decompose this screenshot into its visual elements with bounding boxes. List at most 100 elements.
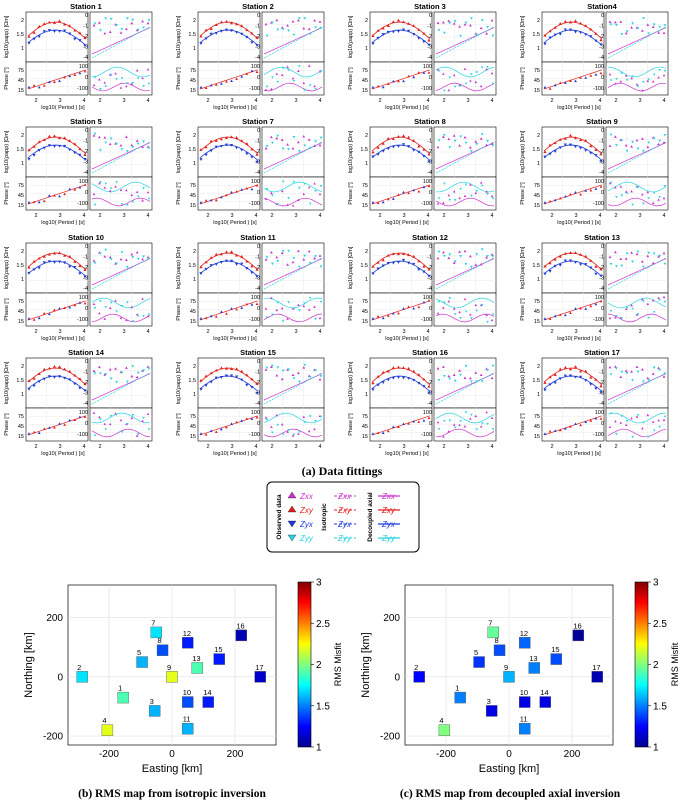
phase-point [417, 71, 421, 74]
caption-b: (b) RMS map from isotropic inversion [78, 788, 266, 800]
x-tick-label: 4 [598, 98, 601, 104]
rho-tick-label: 1 [537, 46, 540, 52]
zxy-rho-point [381, 26, 385, 30]
zxy-rho-fit [199, 252, 259, 271]
legend-label: Zxy [337, 506, 352, 515]
phase-diag-tick-label: 0 [85, 421, 88, 427]
zxx-phase-point [275, 413, 279, 417]
zyy-rho-point [453, 260, 457, 263]
phase-point [553, 314, 557, 318]
rho-tick-label: 2 [537, 249, 540, 255]
station-marker [591, 671, 603, 683]
phase-point [209, 429, 213, 433]
zxy-rho-point [68, 369, 72, 373]
phase-tick-label: 75 [18, 68, 24, 74]
zxx-rho-point [474, 263, 478, 266]
rho-diag-tick-label: -2 [599, 34, 604, 40]
phase-point [214, 198, 218, 202]
zyx-rho-point [209, 380, 213, 384]
zxx-rho-point [463, 376, 467, 380]
zxx-rho-point [608, 365, 612, 369]
zyy-rho-fit [607, 141, 667, 174]
zyy-phase-point [115, 78, 118, 81]
phase-point [558, 428, 562, 432]
x-axis-label: log10( Period ) [s] [385, 220, 429, 226]
phase-point [412, 75, 416, 79]
zyy-phase-point [642, 202, 645, 205]
zyx-rho-point [229, 144, 234, 147]
zyy-rho-point [281, 28, 285, 31]
rho-diag-tick-label: -1 [255, 139, 260, 145]
colorbar [634, 581, 649, 748]
zxx-phase-point [447, 430, 451, 433]
x-tick-label: 3 [58, 98, 61, 104]
zyx-rho-point [584, 149, 588, 153]
phase-tick-label: 75 [534, 414, 540, 420]
zxy-rho-point [68, 139, 72, 142]
zxx-phase-point [447, 193, 451, 197]
phase-tick-label: 75 [18, 299, 24, 305]
map-x-tick-label: 200 [227, 749, 244, 760]
zxx-rho-point [92, 23, 96, 27]
zxx-phase-point [614, 420, 617, 423]
zxx-rho-point [490, 253, 494, 256]
x-tick-label: 4 [318, 444, 321, 450]
x-tick-label: 2 [614, 444, 617, 450]
zyy-phase-point [292, 307, 296, 311]
phase-tick-label: 75 [18, 183, 24, 189]
station-label: 11 [520, 715, 528, 724]
zyy-rho-point [609, 373, 613, 376]
phase-axis-label: Phase [°] [520, 413, 526, 436]
rho-tick-label: 1.5 [188, 378, 196, 384]
zxy-rho-point [83, 153, 87, 156]
rho-axis-label: log10(ρapp) [Ωm] [4, 130, 10, 173]
zyy-rho-point [142, 26, 145, 30]
zyx-rho-point [250, 41, 254, 45]
zyx-rho-point [371, 272, 375, 276]
phase-point [543, 201, 547, 204]
zxx-phase-point [436, 421, 440, 424]
zxy-rho-point [417, 259, 421, 263]
zyy-rho-fit [263, 141, 323, 174]
zxx-rho-point [651, 25, 655, 28]
zyy-phase-point [652, 191, 656, 195]
zyy-rho-point [120, 251, 124, 254]
phase-tick-label: 15 [362, 88, 368, 94]
phase-diag-tick-label: -100 [249, 86, 260, 92]
zyy-rho-point [109, 257, 113, 261]
rho-tick-label: 1 [21, 392, 24, 398]
zyy-phase-point [99, 181, 102, 184]
phase-point [73, 73, 77, 76]
zyy-rho-fit [435, 257, 495, 290]
station-label: 13 [192, 654, 200, 663]
zyy-rho-point [104, 141, 108, 144]
zxy-rho-point [589, 144, 593, 148]
x-tick-label: 4 [598, 329, 601, 335]
legend-label: Zxx [381, 492, 396, 501]
station-label: 11 [183, 715, 191, 724]
zyy-phase-point [620, 194, 624, 197]
zxy-rho-point [47, 252, 51, 256]
zxy-rho-point [204, 260, 208, 264]
zxx-rho-point [614, 20, 617, 24]
zyx-rho-point [558, 146, 562, 150]
zxx-rho-point [318, 20, 322, 23]
zxx-phase-fit [263, 82, 323, 92]
rho-tick-label: 1 [365, 392, 368, 398]
zyx-rho-point [204, 153, 208, 157]
zyx-rho-point [204, 37, 208, 41]
phase-point [255, 183, 259, 187]
zyx-rho-point [32, 154, 36, 157]
zxx-rho-point [307, 27, 311, 31]
zyx-rho-point [52, 30, 57, 33]
phase-tick-label: 15 [18, 203, 24, 209]
zyy-rho-fit [435, 372, 495, 405]
zyy-rho-point [491, 364, 495, 368]
rho-diag-tick-label: -1 [83, 24, 88, 30]
zyy-rho-point [147, 19, 151, 22]
zxx-rho-point [297, 371, 300, 375]
zxx-phase-point [624, 74, 628, 77]
zxy-phase-fit [371, 300, 431, 321]
phase-point [47, 194, 51, 197]
